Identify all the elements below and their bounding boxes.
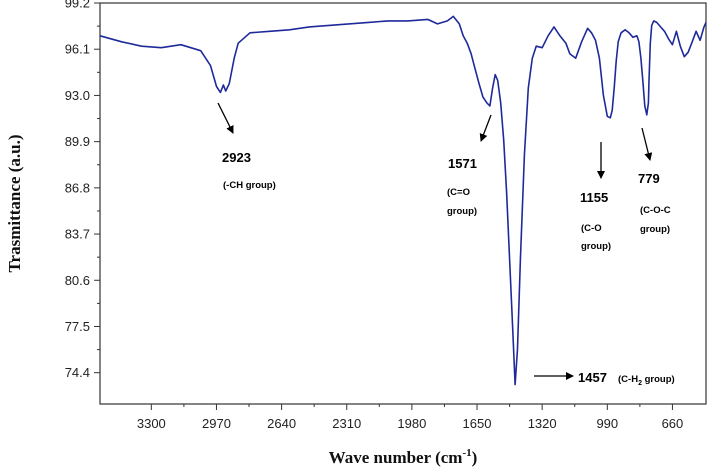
- annotation-2923-text: (-CH group): [223, 180, 276, 191]
- arrow-779: [641, 127, 653, 161]
- annotation-1155-text-line2: group): [581, 241, 611, 252]
- annotation-779-number: 779: [638, 171, 660, 186]
- annotation-1457-number: 1457: [578, 370, 607, 385]
- y-tick-label: 93.0: [65, 88, 90, 103]
- x-tick-label: 1320: [528, 416, 557, 431]
- x-tick-label: 1980: [397, 416, 426, 431]
- x-tick-label: 2310: [332, 416, 361, 431]
- y-tick-label: 83.7: [65, 227, 90, 242]
- annotation-779-text-line1: (C-O-C: [640, 205, 671, 216]
- annotation-1457-text: (C-H2 group): [618, 374, 675, 387]
- annotation-779-text-line2: group): [640, 224, 670, 235]
- x-tick-label: 2970: [202, 416, 231, 431]
- ticks: 3300 2970 2640 2310 1980 1650 1320 990 660 99.2 96…: [65, 0, 684, 431]
- y-tick-label: 77.5: [65, 319, 90, 334]
- y-tick-label: 80.6: [65, 273, 90, 288]
- annotation-2923-number: 2923: [222, 150, 251, 165]
- y-tick-label: 74.4: [65, 365, 90, 380]
- arrow-1571: [479, 114, 492, 142]
- annotation-1571-number: 1571: [448, 156, 477, 171]
- x-tick-label: 3300: [137, 416, 166, 431]
- x-axis-label: Wave number (cm-1): [329, 447, 478, 467]
- y-tick-label: 96.1: [65, 42, 90, 57]
- annotation-1571-text-line1: (C=O: [447, 187, 470, 198]
- plot-frame: [99, 2, 707, 405]
- annotations: 2923 (-CH group) 1571 (C=O group) 1155 (C-O gro…: [217, 102, 675, 387]
- series-line-group: [99, 15, 707, 386]
- annotation-1155-text-line1: (C-O: [581, 223, 602, 234]
- axis-titles: Wave number (cm-1) Trasmittance (a.u.): [5, 134, 477, 467]
- x-tick-label: 2640: [267, 416, 296, 431]
- transmittance-series-line: [99, 15, 707, 386]
- y-tick-label: 89.9: [65, 134, 90, 149]
- arrow-2923: [217, 102, 234, 134]
- axes: [99, 2, 707, 405]
- x-tick-label: 990: [596, 416, 618, 431]
- x-tick-label: 660: [662, 416, 684, 431]
- y-tick-label: 86.8: [65, 180, 90, 195]
- annotation-1571-text-line2: group): [447, 206, 477, 217]
- y-axis-label: Trasmittance (a.u.): [5, 134, 24, 272]
- annotation-1155-number: 1155: [580, 190, 608, 205]
- x-tick-label: 1650: [463, 416, 492, 431]
- y-tick-label: 99.2: [65, 0, 90, 11]
